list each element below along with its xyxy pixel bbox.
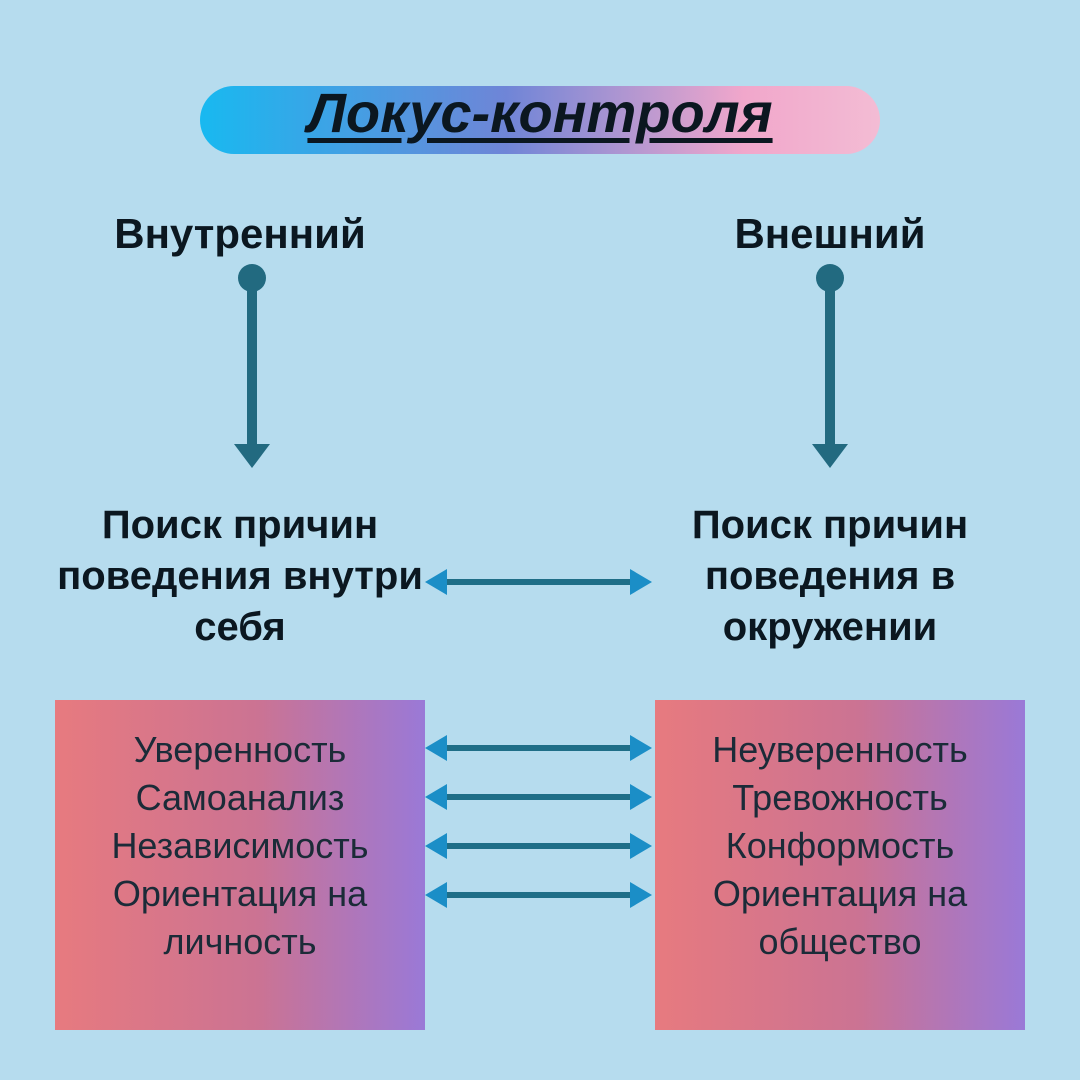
title-container: Локус-контроля (180, 80, 900, 145)
desc-external: Поиск причин поведения в окружении (630, 500, 1030, 654)
trait-item: Независимость (65, 822, 415, 870)
page-title: Локус-контроля (180, 80, 900, 145)
traits-box-external: НеуверенностьТревожностьКонформостьОриен… (655, 700, 1025, 1030)
double-arrow (425, 833, 652, 859)
heading-internal: Внутренний (40, 210, 440, 258)
down-arrow (812, 264, 848, 468)
double-arrow (425, 735, 652, 761)
trait-item: Ориентация на личность (65, 870, 415, 966)
double-arrow (425, 784, 652, 810)
traits-box-internal: УверенностьСамоанализНезависимостьОриент… (55, 700, 425, 1030)
trait-item: Самоанализ (65, 774, 415, 822)
trait-item: Тревожность (665, 774, 1015, 822)
double-arrow (425, 569, 652, 595)
double-arrow (425, 882, 652, 908)
heading-external: Внешний (630, 210, 1030, 258)
down-arrow (234, 264, 270, 468)
trait-item: Уверенность (65, 726, 415, 774)
trait-item: Ориентация на общество (665, 870, 1015, 966)
trait-item: Конформость (665, 822, 1015, 870)
desc-internal: Поиск причин поведения внутри себя (40, 500, 440, 654)
trait-item: Неуверенность (665, 726, 1015, 774)
